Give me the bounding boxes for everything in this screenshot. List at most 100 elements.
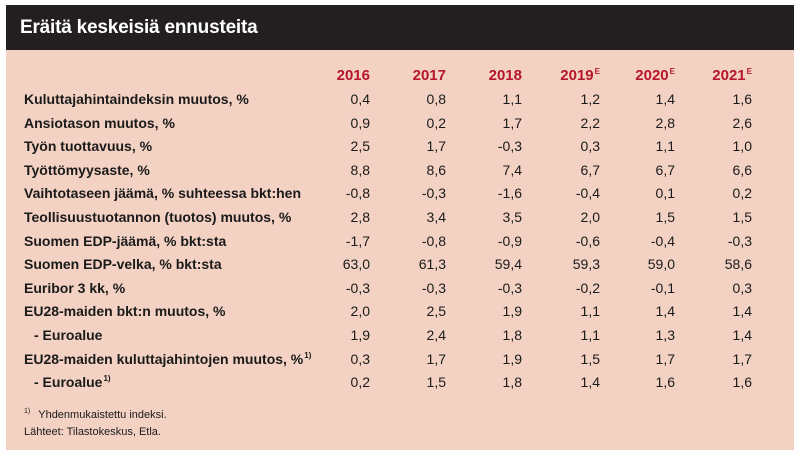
- year-header-3: 2019E: [540, 67, 600, 84]
- row-label-text: Ansiotason muutos, %: [24, 115, 175, 131]
- table-cell: 2,8: [655, 115, 675, 131]
- table-cell: 1,3: [655, 327, 675, 343]
- row-label-text: EU28-maiden kuluttajahintojen muutos, %: [24, 351, 304, 367]
- table-cell: -1,7: [345, 233, 370, 249]
- title-bar: Eräitä keskeisiä ennusteita: [6, 5, 794, 50]
- table-cell: 1,5: [426, 374, 446, 390]
- year-label: 2016: [336, 67, 370, 84]
- table-cell: 1,6: [655, 374, 675, 390]
- row-label: Suomen EDP-velka, % bkt:sta: [24, 256, 222, 272]
- footnote-ref: 1): [304, 351, 312, 360]
- table-cell: 1,1: [502, 91, 522, 107]
- table-cell: 59,0: [647, 256, 675, 272]
- footnote-index-text: Yhdenmukaistettu indeksi.: [38, 409, 167, 421]
- row-label-text: EU28-maiden bkt:n muutos, %: [24, 303, 226, 319]
- table-cell: 6,7: [580, 162, 600, 178]
- table-row: Euribor 3 kk, % -0,3 -0,3 -0,3 -0,2 -0,1 0,3: [6, 280, 794, 304]
- table-cell: 1,7: [655, 351, 675, 367]
- table-cell: 1,7: [426, 138, 446, 154]
- row-label: EU28-maiden bkt:n muutos, %: [24, 303, 225, 319]
- table-cell: 1,9: [350, 327, 370, 343]
- row-label-text: Työttömyysaste, %: [24, 162, 150, 178]
- table-cell: 1,6: [732, 374, 752, 390]
- row-label-text: - Euroalue: [34, 374, 103, 390]
- year-label: 2018: [488, 67, 522, 84]
- row-label: Työn tuottavuus, %: [24, 138, 152, 154]
- table-cell: 1,4: [732, 303, 752, 319]
- footnote-ref: 1): [103, 374, 111, 383]
- table-cell: 1,9: [502, 303, 522, 319]
- table-cell: 1,8: [502, 327, 522, 343]
- table-cell: 2,4: [426, 327, 446, 343]
- table-cell: 61,3: [418, 256, 446, 272]
- table-cell: 0,4: [350, 91, 370, 107]
- table-cell: 1,1: [580, 327, 600, 343]
- table-cell: -0,3: [497, 138, 522, 154]
- table-row: Kuluttajahintaindeksin muutos, % 0,4 0,8 1,…: [6, 91, 794, 115]
- table-cell: 3,4: [426, 209, 446, 225]
- table-cell: 63,0: [342, 256, 370, 272]
- table-cell: 7,4: [502, 162, 522, 178]
- table-cell: -0,3: [421, 280, 446, 296]
- table-cell: 0,2: [426, 115, 446, 131]
- table-cell: 1,4: [655, 91, 675, 107]
- row-label: Ansiotason muutos, %: [24, 115, 175, 131]
- table-cell: 1,1: [655, 138, 675, 154]
- row-label-text: Vaihtotaseen jäämä, % suhteessa bkt:hen: [24, 185, 301, 201]
- table-cell: 1,6: [732, 91, 752, 107]
- table-cell: 1,8: [502, 374, 522, 390]
- table-cell: 0,2: [350, 374, 370, 390]
- row-label: Vaihtotaseen jäämä, % suhteessa bkt:hen: [24, 185, 301, 201]
- table-cell: -0,4: [575, 185, 600, 201]
- footnote-index: 1) Yhdenmukaistettu indeksi.: [24, 408, 167, 421]
- row-label-text: Kuluttajahintaindeksin muutos, %: [24, 91, 249, 107]
- table-cell: -0,2: [575, 280, 600, 296]
- table-row: Suomen EDP-velka, % bkt:sta 63,0 61,3 59,4 5…: [6, 256, 794, 280]
- estimate-marker: E: [746, 67, 752, 76]
- table-cell: 1,7: [426, 351, 446, 367]
- row-label: - Euroalue: [34, 327, 102, 343]
- footnote-sources: Lähteet: Tilastokeskus, Etla.: [24, 426, 161, 438]
- table-cell: -0,9: [497, 233, 522, 249]
- year-header-4: 2020E: [615, 67, 675, 84]
- year-label: 2017: [412, 67, 446, 84]
- table-cell: 1,5: [580, 351, 600, 367]
- year-label: 2019: [560, 67, 594, 84]
- table-cell: -0,3: [497, 280, 522, 296]
- table-cell: 58,6: [724, 256, 752, 272]
- table-cell: 0,3: [732, 280, 752, 296]
- table-title: Eräitä keskeisiä ennusteita: [20, 17, 258, 38]
- table-cell: 1,4: [580, 374, 600, 390]
- estimate-marker: E: [594, 67, 600, 76]
- table-cell: 3,5: [502, 209, 522, 225]
- table-cell: 0,3: [580, 138, 600, 154]
- row-label: Työttömyysaste, %: [24, 162, 150, 178]
- year-header-1: 2017: [386, 67, 446, 84]
- table-cell: -0,6: [575, 233, 600, 249]
- table-row: - Euroalue1) 0,2 1,5 1,8 1,4 1,6 1,6: [6, 374, 794, 398]
- table-row: EU28-maiden bkt:n muutos, % 2,0 2,5 1,9 1,1 1…: [6, 303, 794, 327]
- table-cell: 59,4: [494, 256, 522, 272]
- table-cell: 0,8: [426, 91, 446, 107]
- table-cell: 6,6: [732, 162, 752, 178]
- table-cell: 1,7: [732, 351, 752, 367]
- table-cell: 1,4: [732, 327, 752, 343]
- table-cell: -0,1: [650, 280, 675, 296]
- table-cell: -0,3: [345, 280, 370, 296]
- footnote-marker: 1): [24, 408, 31, 415]
- row-label: Suomen EDP-jäämä, % bkt:sta: [24, 233, 226, 249]
- table-cell: 2,0: [580, 209, 600, 225]
- table-row: Työttömyysaste, % 8,8 8,6 7,4 6,7 6,7 6,6: [6, 162, 794, 186]
- table-cell: 1,1: [580, 303, 600, 319]
- table-cell: 1,9: [502, 351, 522, 367]
- row-label: - Euroalue1): [34, 374, 111, 390]
- table-row: Suomen EDP-jäämä, % bkt:sta -1,7 -0,8 -0,9 -…: [6, 233, 794, 257]
- table-cell: 0,1: [655, 185, 675, 201]
- table-row: - Euroalue 1,9 2,4 1,8 1,1 1,3 1,4: [6, 327, 794, 351]
- row-label-text: Euribor 3 kk, %: [24, 280, 126, 296]
- table-cell: 6,7: [655, 162, 675, 178]
- table-cell: 1,4: [655, 303, 675, 319]
- table-cell: 1,5: [732, 209, 752, 225]
- table-cell: 0,3: [350, 351, 370, 367]
- table-cell: -0,8: [421, 233, 446, 249]
